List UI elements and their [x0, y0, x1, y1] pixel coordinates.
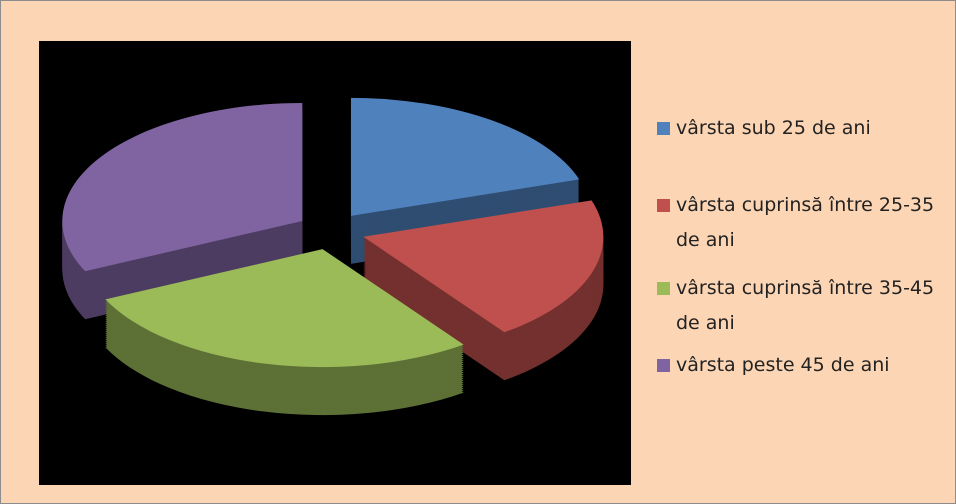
- slice: [62, 102, 303, 272]
- slice: [350, 97, 580, 216]
- legend-item: vârsta sub 25 de ani: [657, 111, 947, 146]
- legend-label: vârsta sub 25 de ani: [676, 117, 871, 139]
- slice: [363, 200, 604, 333]
- plot-area: [39, 41, 631, 485]
- legend-swatch: [657, 122, 670, 135]
- legend-swatch: [657, 359, 670, 372]
- chart: [62, 97, 604, 416]
- legend-swatch: [657, 282, 670, 295]
- slice: [105, 249, 464, 368]
- legend-item: vârsta peste 45 de ani: [657, 348, 947, 383]
- legend-item: vârsta cuprinsă între 25-35 de ani: [657, 188, 947, 258]
- legend-swatch: [657, 199, 670, 212]
- legend-label: vârsta cuprinsă între 25-35 de ani: [676, 194, 935, 251]
- legend-item: vârsta cuprinsă între 35-45 de ani: [657, 271, 947, 341]
- legend-label: vârsta cuprinsă între 35-45 de ani: [676, 277, 935, 334]
- legend-label: vârsta peste 45 de ani: [676, 354, 890, 376]
